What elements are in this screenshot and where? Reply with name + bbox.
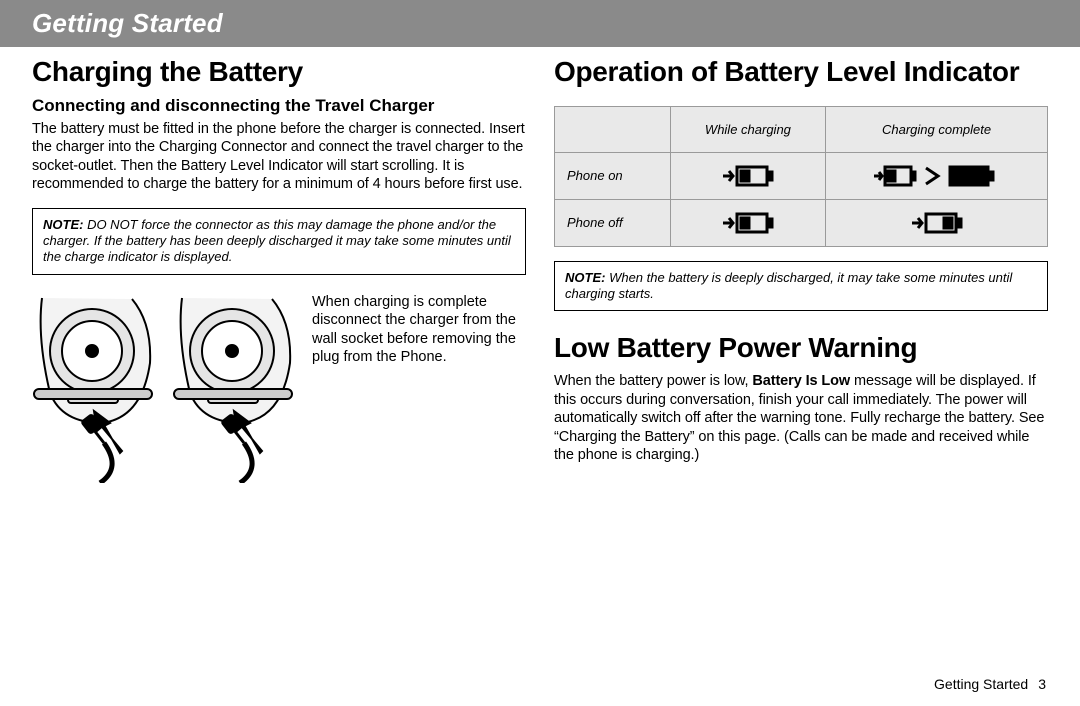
battery-charging-icon <box>719 163 777 189</box>
cell-on-complete <box>826 152 1048 199</box>
heading-indicator: Operation of Battery Level Indicator <box>554 57 1048 88</box>
document-page: Getting Started Charging the Battery Con… <box>0 0 1080 706</box>
table-header-charging: While charging <box>670 106 825 152</box>
table-header-complete: Charging complete <box>826 106 1048 152</box>
note-text: DO NOT force the connector as this may d… <box>43 217 511 265</box>
body-low-battery: When the battery power is low, Battery I… <box>554 372 1048 465</box>
subheading-connecting: Connecting and disconnecting the Travel … <box>32 96 526 116</box>
body-charging: The battery must be fitted in the phone … <box>32 120 526 194</box>
phone-insert-illustration <box>32 293 154 483</box>
right-column: Operation of Battery Level Indicator Whi… <box>554 57 1048 483</box>
table-row: Phone on <box>555 152 1048 199</box>
row-label-phone-off: Phone off <box>555 199 671 246</box>
note-deep-discharge: NOTE: When the battery is deeply dischar… <box>554 261 1048 312</box>
heading-charging: Charging the Battery <box>32 57 526 88</box>
indicator-table: While charging Charging complete Phone o… <box>554 106 1048 247</box>
note-do-not-force: NOTE: DO NOT force the connector as this… <box>32 208 526 275</box>
note-text: When the battery is deeply discharged, i… <box>565 270 1012 301</box>
chapter-header: Getting Started <box>0 0 1080 47</box>
warn-bold: Battery Is Low <box>752 373 850 389</box>
battery-full-plug-icon <box>908 210 966 236</box>
table-header-empty <box>555 106 671 152</box>
row-label-phone-on: Phone on <box>555 152 671 199</box>
table-row: While charging Charging complete <box>555 106 1048 152</box>
illustration-row: When charging is complete disconnect the… <box>32 293 526 483</box>
phone-remove-illustration <box>172 293 294 483</box>
note-label: NOTE: <box>565 270 605 285</box>
heading-low-battery: Low Battery Power Warning <box>554 333 1048 364</box>
page-footer: Getting Started 3 <box>934 676 1046 692</box>
battery-transition-icon <box>872 163 1002 189</box>
side-disconnect-text: When charging is complete disconnect the… <box>312 293 526 367</box>
two-column-layout: Charging the Battery Connecting and disc… <box>32 57 1048 483</box>
note-label: NOTE: <box>43 217 83 232</box>
table-row: Phone off <box>555 199 1048 246</box>
left-column: Charging the Battery Connecting and disc… <box>32 57 526 483</box>
footer-page-number: 3 <box>1038 676 1046 692</box>
cell-off-complete <box>826 199 1048 246</box>
battery-charging-icon <box>719 210 777 236</box>
cell-on-charging <box>670 152 825 199</box>
chapter-title: Getting Started <box>32 8 1048 39</box>
cell-off-charging <box>670 199 825 246</box>
warn-pre: When the battery power is low, <box>554 373 752 389</box>
footer-section: Getting Started <box>934 676 1028 692</box>
